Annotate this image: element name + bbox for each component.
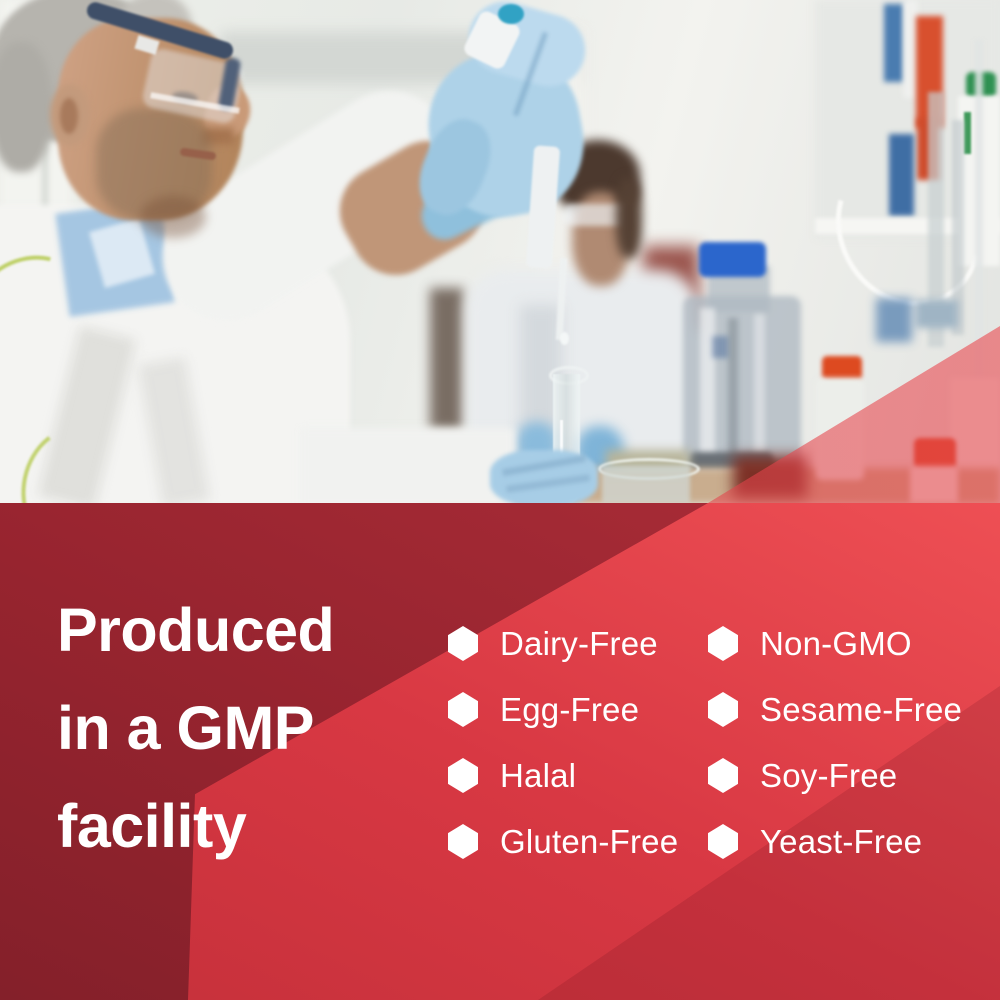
- lab-photo: [0, 0, 1000, 503]
- badge-halal: Halal: [448, 756, 678, 794]
- badge-label: Yeast-Free: [760, 822, 923, 860]
- badge-label: Sesame-Free: [760, 690, 963, 728]
- coat-front-lower: [300, 428, 515, 503]
- badge-label: Egg-Free: [500, 690, 640, 728]
- stubble: [96, 108, 212, 220]
- orange-cap-bottle: [822, 356, 862, 380]
- badge-label: Non-GMO: [760, 624, 912, 662]
- blue-label-blob: [876, 298, 912, 342]
- headline-line-3: facility: [57, 792, 247, 860]
- badge-sesame-free: Sesame-Free: [708, 690, 963, 728]
- glass-cylinder-1: [928, 92, 944, 347]
- badge-label: Soy-Free: [760, 756, 898, 794]
- beaker-body: [602, 466, 690, 503]
- red-panel: Produced in a GMP facility Dairy-Free Eg…: [0, 503, 1000, 1000]
- background-bottle-dark: [430, 288, 464, 430]
- badge-soy-free: Soy-Free: [708, 756, 962, 794]
- pipette-button: [498, 4, 524, 24]
- binder-blue-lower: [889, 134, 914, 216]
- hexagon-icon: [448, 692, 478, 727]
- hexagon-icon: [708, 692, 738, 727]
- badge-egg-free: Egg-Free: [448, 690, 678, 728]
- headline: Produced in a GMP facility: [57, 581, 335, 875]
- reagent-bottle-cap: [699, 242, 766, 277]
- headline-line-1: Produced: [57, 596, 335, 664]
- hair-curls-side: [0, 42, 52, 172]
- badge-column-right: Non-GMO Sesame-Free Soy-Free Yeast-Free: [708, 624, 963, 860]
- stand-rod: [975, 40, 983, 430]
- ear-inner: [60, 98, 78, 134]
- hexagon-icon: [448, 824, 478, 859]
- clamp: [916, 300, 958, 328]
- badge-gluten-free: Gluten-Free: [448, 822, 679, 860]
- badge-label: Halal: [500, 756, 577, 794]
- bottle-label-hint: [712, 336, 728, 358]
- nose-shadow: [202, 128, 234, 144]
- badge-column-left: Dairy-Free Egg-Free Halal Gluten-Free: [448, 624, 679, 860]
- badge-label: Dairy-Free: [500, 624, 658, 662]
- hexagon-icon: [708, 824, 738, 859]
- headline-line-2: in a GMP: [57, 694, 314, 762]
- badge-dairy-free: Dairy-Free: [448, 624, 678, 662]
- hexagon-icon: [708, 626, 738, 661]
- hexagon-icon: [448, 626, 478, 661]
- bottle-green-stripe: [964, 112, 971, 154]
- pipette-droplet: [560, 332, 569, 345]
- glass-cylinder-2: [952, 120, 964, 335]
- bottle-highlight-2: [754, 314, 765, 456]
- binder-white: [903, 0, 918, 98]
- badge-yeast-free: Yeast-Free: [708, 822, 962, 860]
- bottle-dark-streak: [728, 318, 738, 458]
- binder-blue: [884, 4, 905, 82]
- hexagon-icon: [448, 758, 478, 793]
- badge-label: Gluten-Free: [500, 822, 679, 860]
- hexagon-icon: [708, 758, 738, 793]
- bottle-highlight-1: [700, 308, 715, 458]
- scientist2-hair-side: [616, 178, 642, 258]
- badge-non-gmo: Non-GMO: [708, 624, 962, 662]
- chin-neck-shadow: [140, 196, 206, 238]
